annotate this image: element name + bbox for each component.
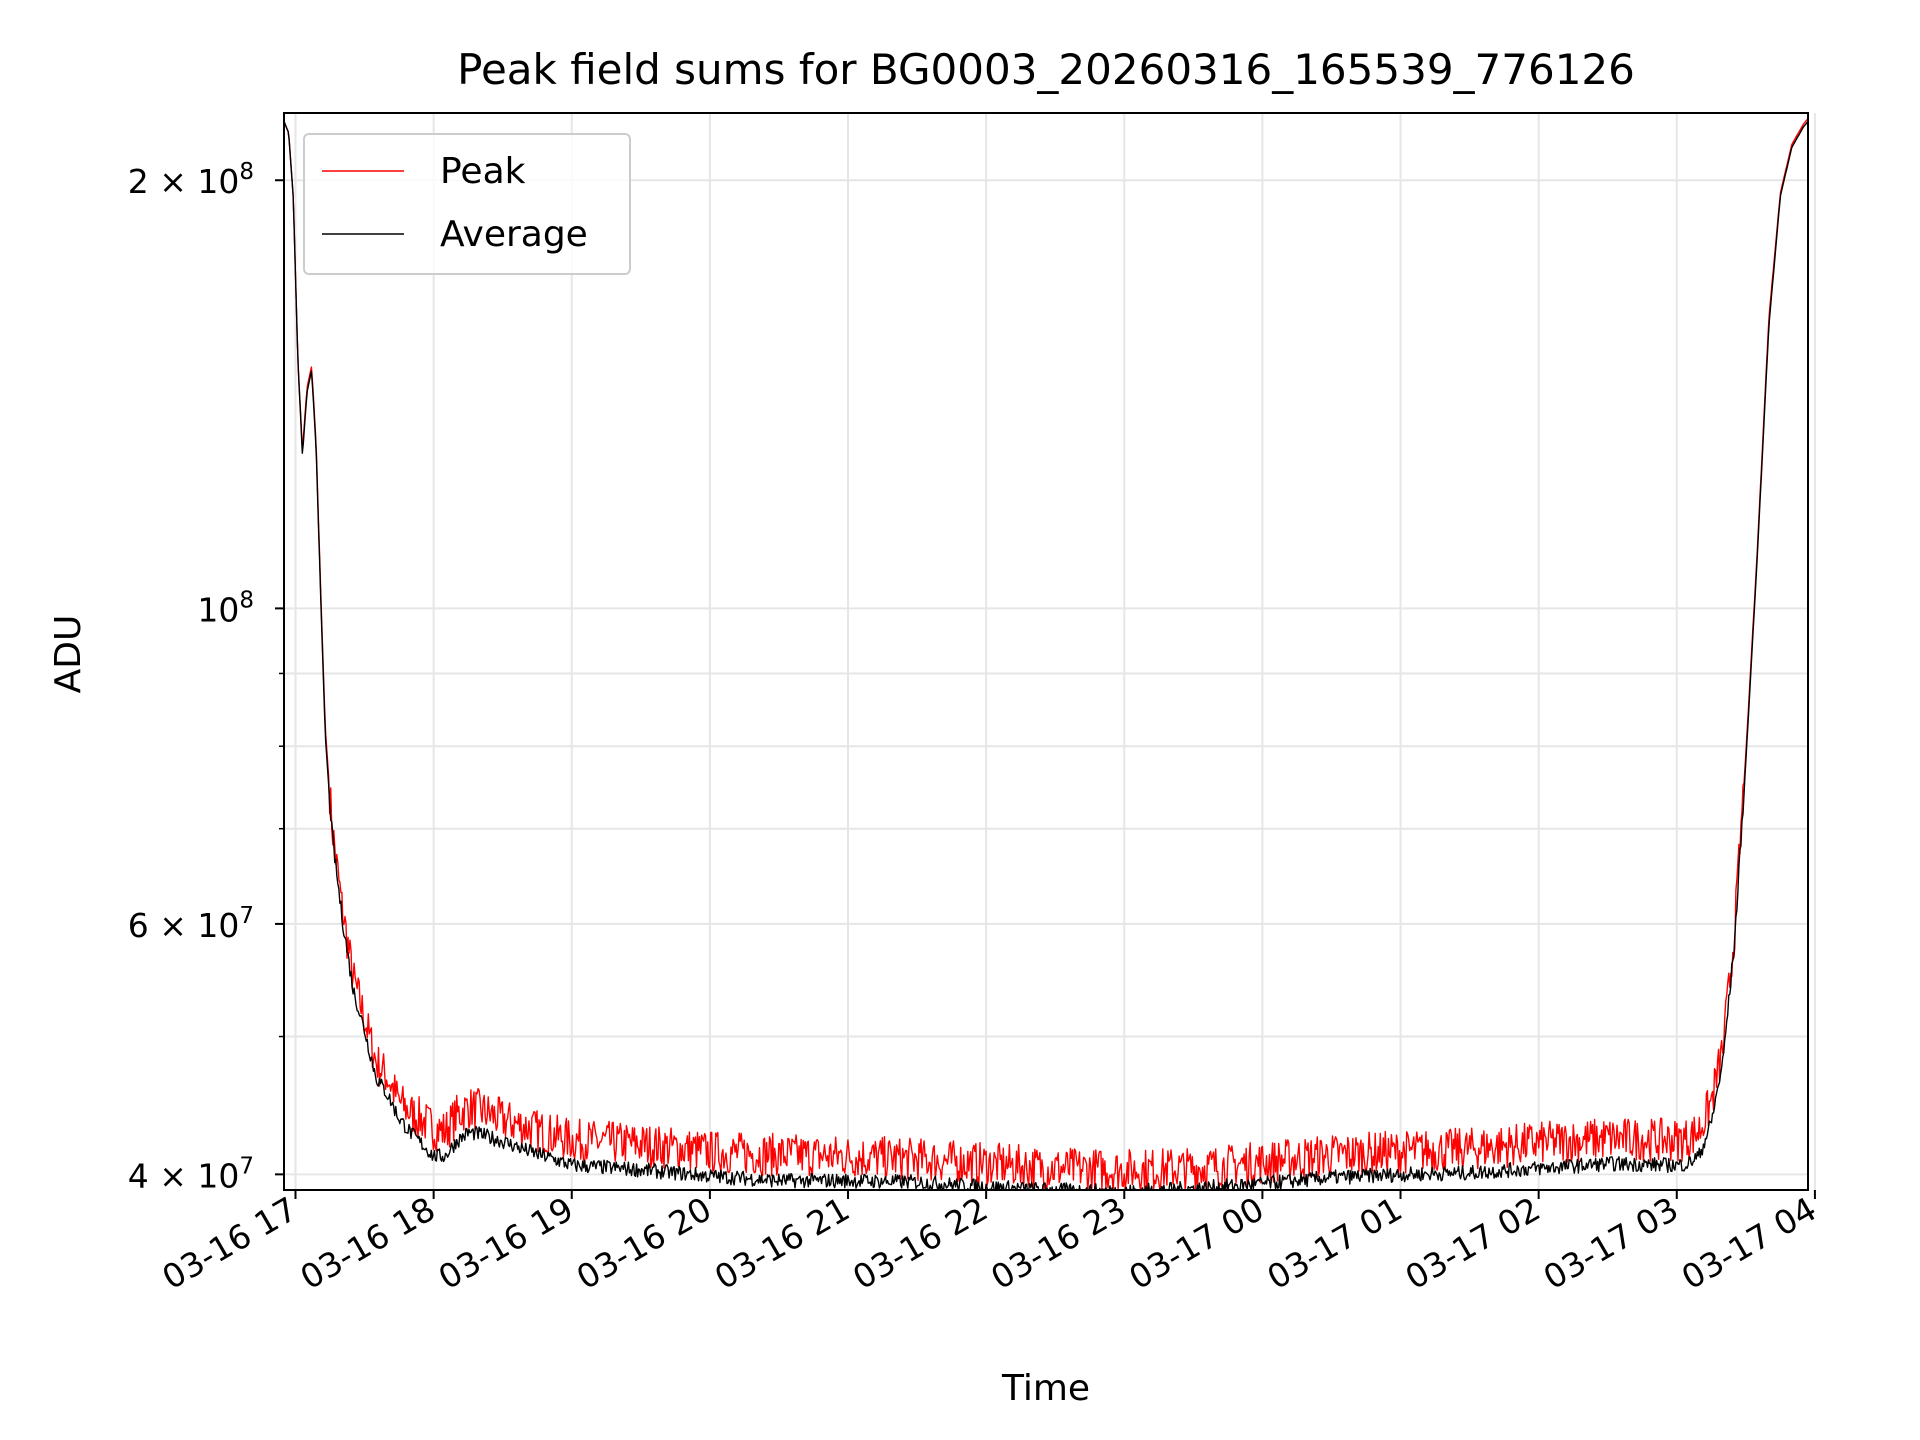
series-line-average	[284, 120, 1808, 1190]
y-tick-label-exponent: 7	[239, 1153, 254, 1179]
x-tick-label: 03-17 02	[1399, 1189, 1547, 1297]
x-tick-label: 03-17 04	[1675, 1189, 1823, 1297]
chart-title: Peak field sums for BG0003_20260316_1655…	[457, 45, 1635, 94]
y-tick-label-exponent: 8	[239, 159, 254, 185]
x-tick-label: 03-16 19	[432, 1189, 580, 1297]
x-tick-label: 03-17 00	[1122, 1189, 1270, 1297]
plot-frame	[283, 112, 1809, 1191]
x-tick-label: 03-17 01	[1261, 1189, 1409, 1297]
y-tick-label: 108	[197, 587, 254, 629]
legend-box	[303, 133, 631, 275]
legend-label-average: Average	[440, 214, 588, 255]
y-tick-label: 4 × 107	[128, 1153, 254, 1195]
y-tick-label-base: 2 × 10	[128, 162, 240, 201]
legend-label-peak: Peak	[440, 151, 526, 192]
x-tick-label: 03-16 17	[156, 1189, 304, 1297]
grid-layer	[284, 113, 1816, 1190]
x-tick-label: 03-17 03	[1537, 1189, 1685, 1297]
y-tick-label-base: 10	[197, 590, 239, 629]
y-tick-label: 2 × 108	[128, 159, 254, 201]
x-tick-label: 03-16 18	[294, 1189, 442, 1297]
x-tick-label: 03-16 23	[984, 1189, 1132, 1297]
legend: Peak Average	[303, 133, 631, 275]
x-axis-label: Time	[1001, 1368, 1090, 1409]
series-layer	[284, 118, 1808, 1190]
y-tick-label-exponent: 8	[239, 587, 254, 613]
y-tick-label: 6 × 107	[128, 903, 254, 945]
x-tick-label: 03-16 22	[846, 1189, 994, 1297]
series-line-peak	[284, 118, 1808, 1190]
y-tick-label-base: 4 × 10	[128, 1156, 240, 1195]
y-tick-label-base: 6 × 10	[128, 906, 240, 945]
x-tick-label: 03-16 21	[708, 1189, 856, 1297]
y-axis-label: ADU	[48, 615, 89, 694]
y-tick-label-exponent: 7	[239, 903, 254, 929]
x-tick-label: 03-16 20	[570, 1189, 718, 1297]
